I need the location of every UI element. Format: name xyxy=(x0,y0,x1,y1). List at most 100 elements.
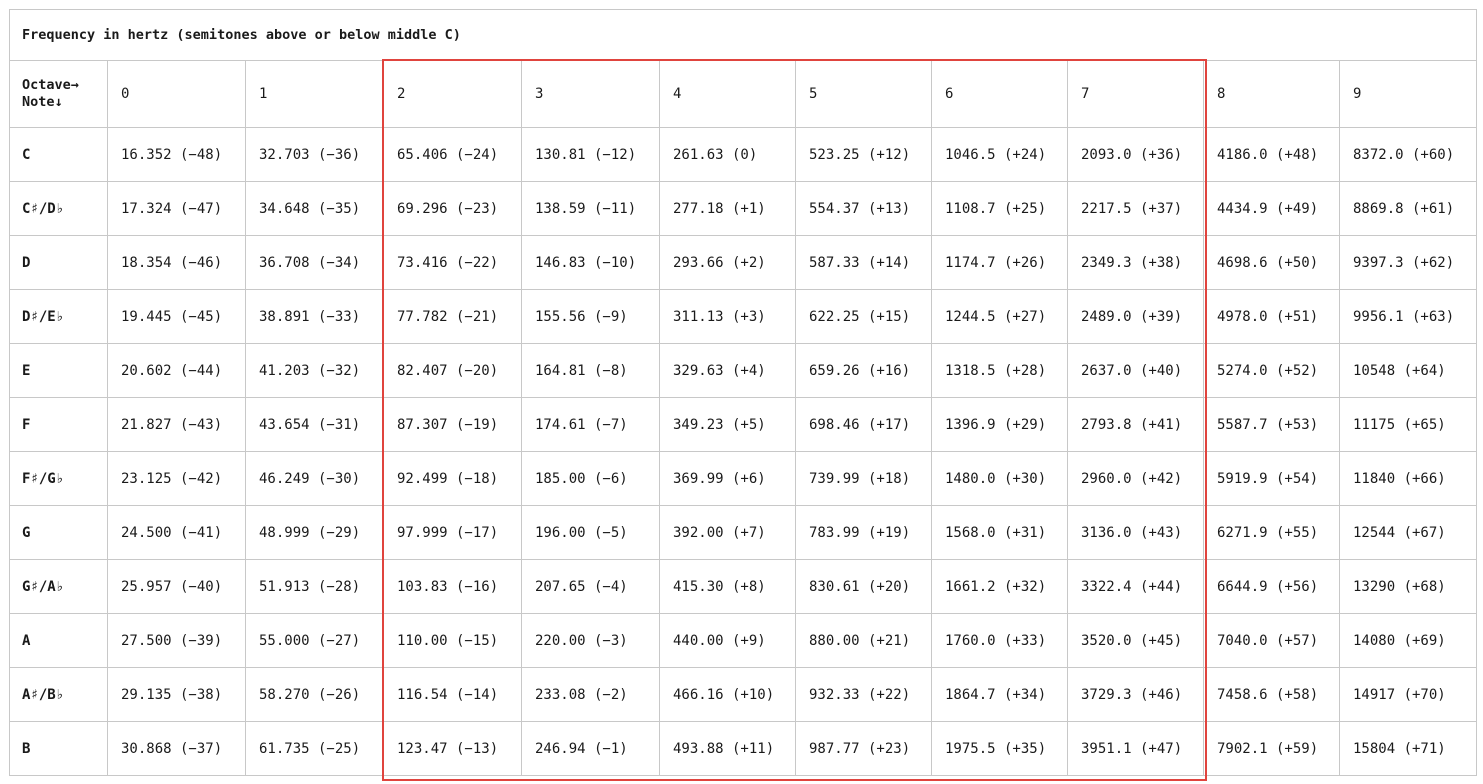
frequency-cell: 138.59 (−11) xyxy=(521,181,660,236)
frequency-cell: 41.203 (−32) xyxy=(245,343,384,398)
frequency-cell: 207.65 (−4) xyxy=(521,559,660,614)
frequency-cell: 4186.0 (+48) xyxy=(1203,127,1340,182)
frequency-cell: 3520.0 (+45) xyxy=(1067,613,1204,668)
frequency-cell: 4978.0 (+51) xyxy=(1203,289,1340,344)
frequency-cell: 5274.0 (+52) xyxy=(1203,343,1340,398)
frequency-cell: 1975.5 (+35) xyxy=(931,721,1068,776)
frequency-cell: 2793.8 (+41) xyxy=(1067,397,1204,452)
frequency-cell: 1108.7 (+25) xyxy=(931,181,1068,236)
frequency-cell: 19.445 (−45) xyxy=(107,289,246,344)
table-row: C 16.352 (−48) 32.703 (−36) 65.406 (−24) 130… xyxy=(9,127,1478,182)
frequency-cell: 2960.0 (+42) xyxy=(1067,451,1204,506)
frequency-cell: 3729.3 (+46) xyxy=(1067,667,1204,722)
frequency-cell: 164.81 (−8) xyxy=(521,343,660,398)
frequency-cell: 493.88 (+11) xyxy=(659,721,796,776)
frequency-cell: 2637.0 (+40) xyxy=(1067,343,1204,398)
frequency-cell: 13290 (+68) xyxy=(1338,559,1478,614)
frequency-cell: 1480.0 (+30) xyxy=(931,451,1068,506)
frequency-cell: 16.352 (−48) xyxy=(107,127,246,182)
frequency-cell: 1568.0 (+31) xyxy=(931,505,1068,560)
octave-header-cell: 4 xyxy=(659,60,796,128)
note-label: G♯/A♭ xyxy=(9,559,108,614)
frequency-cell: 17.324 (−47) xyxy=(107,181,246,236)
frequency-cell: 5587.7 (+53) xyxy=(1203,397,1340,452)
frequency-cell: 116.54 (−14) xyxy=(383,667,522,722)
frequency-cell: 32.703 (−36) xyxy=(245,127,384,182)
frequency-cell: 392.00 (+7) xyxy=(659,505,796,560)
table-row: C♯/D♭ 17.324 (−47) 34.648 (−35) 69.296 (−23… xyxy=(9,181,1478,236)
note-label: D xyxy=(9,235,108,290)
frequency-cell: 415.30 (+8) xyxy=(659,559,796,614)
frequency-cell: 20.602 (−44) xyxy=(107,343,246,398)
frequency-cell: 261.63 (0) xyxy=(659,127,796,182)
frequency-cell: 8372.0 (+60) xyxy=(1338,127,1478,182)
octave-header-cell: 2 xyxy=(383,60,522,128)
octave-axis-label: Octave→ xyxy=(22,77,79,93)
frequency-cell: 34.648 (−35) xyxy=(245,181,384,236)
frequency-cell: 987.77 (+23) xyxy=(795,721,932,776)
frequency-cell: 48.999 (−29) xyxy=(245,505,384,560)
frequency-cell: 11175 (+65) xyxy=(1338,397,1478,452)
frequency-cell: 2093.0 (+36) xyxy=(1067,127,1204,182)
frequency-cell: 6644.9 (+56) xyxy=(1203,559,1340,614)
frequency-cell: 932.33 (+22) xyxy=(795,667,932,722)
frequency-cell: 18.354 (−46) xyxy=(107,235,246,290)
table-row: A♯/B♭ 29.135 (−38) 58.270 (−26) 116.54 (−14… xyxy=(9,667,1478,722)
table-row: F 21.827 (−43) 43.654 (−31) 87.307 (−19) 174… xyxy=(9,397,1478,452)
frequency-cell: 130.81 (−12) xyxy=(521,127,660,182)
frequency-cell: 69.296 (−23) xyxy=(383,181,522,236)
frequency-cell: 25.957 (−40) xyxy=(107,559,246,614)
frequency-cell: 554.37 (+13) xyxy=(795,181,932,236)
frequency-cell: 65.406 (−24) xyxy=(383,127,522,182)
corner-header: Octave→ Note↓ xyxy=(9,60,108,128)
table-row: G♯/A♭ 25.957 (−40) 51.913 (−28) 103.83 (−16… xyxy=(9,559,1478,614)
frequency-cell: 277.18 (+1) xyxy=(659,181,796,236)
frequency-cell: 622.25 (+15) xyxy=(795,289,932,344)
frequency-cell: 440.00 (+9) xyxy=(659,613,796,668)
frequency-cell: 51.913 (−28) xyxy=(245,559,384,614)
frequency-cell: 3322.4 (+44) xyxy=(1067,559,1204,614)
note-label: A xyxy=(9,613,108,668)
octave-header-cell: 8 xyxy=(1203,60,1340,128)
frequency-cell: 830.61 (+20) xyxy=(795,559,932,614)
frequency-cell: 123.47 (−13) xyxy=(383,721,522,776)
note-label: D♯/E♭ xyxy=(9,289,108,344)
frequency-cell: 1318.5 (+28) xyxy=(931,343,1068,398)
note-label: E xyxy=(9,343,108,398)
frequency-cell: 77.782 (−21) xyxy=(383,289,522,344)
frequency-cell: 3951.1 (+47) xyxy=(1067,721,1204,776)
frequency-cell: 7040.0 (+57) xyxy=(1203,613,1340,668)
frequency-cell: 155.56 (−9) xyxy=(521,289,660,344)
frequency-cell: 739.99 (+18) xyxy=(795,451,932,506)
note-label: F xyxy=(9,397,108,452)
frequency-cell: 14917 (+70) xyxy=(1338,667,1478,722)
frequency-cell: 220.00 (−3) xyxy=(521,613,660,668)
frequency-cell: 46.249 (−30) xyxy=(245,451,384,506)
frequency-cell: 1760.0 (+33) xyxy=(931,613,1068,668)
frequency-cell: 15804 (+71) xyxy=(1338,721,1478,776)
frequency-cell: 783.99 (+19) xyxy=(795,505,932,560)
frequency-cell: 1046.5 (+24) xyxy=(931,127,1068,182)
frequency-cell: 73.416 (−22) xyxy=(383,235,522,290)
frequency-cell: 311.13 (+3) xyxy=(659,289,796,344)
frequency-cell: 38.891 (−33) xyxy=(245,289,384,344)
note-axis-label: Note↓ xyxy=(22,94,63,110)
frequency-cell: 185.00 (−6) xyxy=(521,451,660,506)
frequency-cell: 110.00 (−15) xyxy=(383,613,522,668)
frequency-cell: 82.407 (−20) xyxy=(383,343,522,398)
frequency-cell: 10548 (+64) xyxy=(1338,343,1478,398)
octave-header-cell: 6 xyxy=(931,60,1068,128)
frequency-cell: 6271.9 (+55) xyxy=(1203,505,1340,560)
octave-header-cell: 0 xyxy=(107,60,246,128)
frequency-cell: 24.500 (−41) xyxy=(107,505,246,560)
frequency-cell: 587.33 (+14) xyxy=(795,235,932,290)
frequency-cell: 30.868 (−37) xyxy=(107,721,246,776)
table-row: D 18.354 (−46) 36.708 (−34) 73.416 (−22) 146… xyxy=(9,235,1478,290)
frequency-cell: 103.83 (−16) xyxy=(383,559,522,614)
frequency-cell: 11840 (+66) xyxy=(1338,451,1478,506)
frequency-cell: 246.94 (−1) xyxy=(521,721,660,776)
table-caption: Frequency in hertz (semitones above or b… xyxy=(8,9,1478,61)
table-row: D♯/E♭ 19.445 (−45) 38.891 (−33) 77.782 (−21… xyxy=(9,289,1478,344)
frequency-cell: 1661.2 (+32) xyxy=(931,559,1068,614)
frequency-cell: 369.99 (+6) xyxy=(659,451,796,506)
